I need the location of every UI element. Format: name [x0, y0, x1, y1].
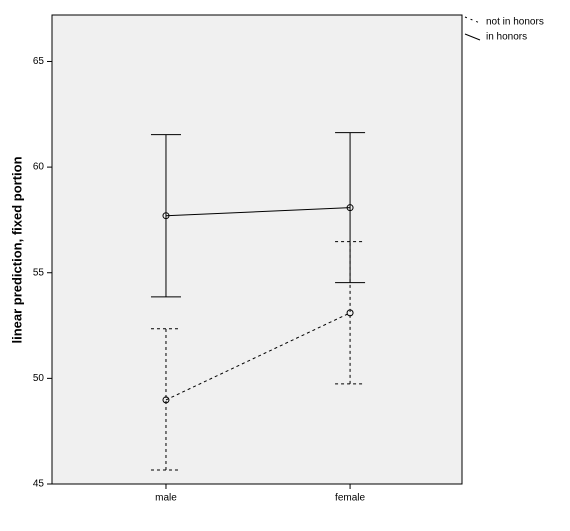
series-line: [165, 312, 351, 401]
y-tick-label: 50: [33, 373, 45, 384]
point: [346, 309, 354, 317]
plot-area: [51, 14, 463, 485]
point: [346, 204, 354, 212]
legend-swatch: [464, 16, 481, 24]
point: [162, 212, 170, 220]
y-tick-label: 45: [33, 479, 45, 490]
legend-label: in honors: [486, 32, 527, 43]
x-tick-label: male: [155, 493, 177, 504]
legend-swatch: [464, 33, 481, 41]
y-tick-label: 65: [33, 56, 45, 67]
point: [162, 396, 170, 404]
series-line: [165, 207, 351, 217]
legend-label: not in honors: [486, 17, 544, 28]
y-axis-label: linear prediction, fixed portion: [9, 156, 24, 343]
x-tick-label: female: [335, 493, 365, 504]
y-tick-label: 55: [33, 267, 45, 278]
y-tick-label: 60: [33, 162, 45, 173]
